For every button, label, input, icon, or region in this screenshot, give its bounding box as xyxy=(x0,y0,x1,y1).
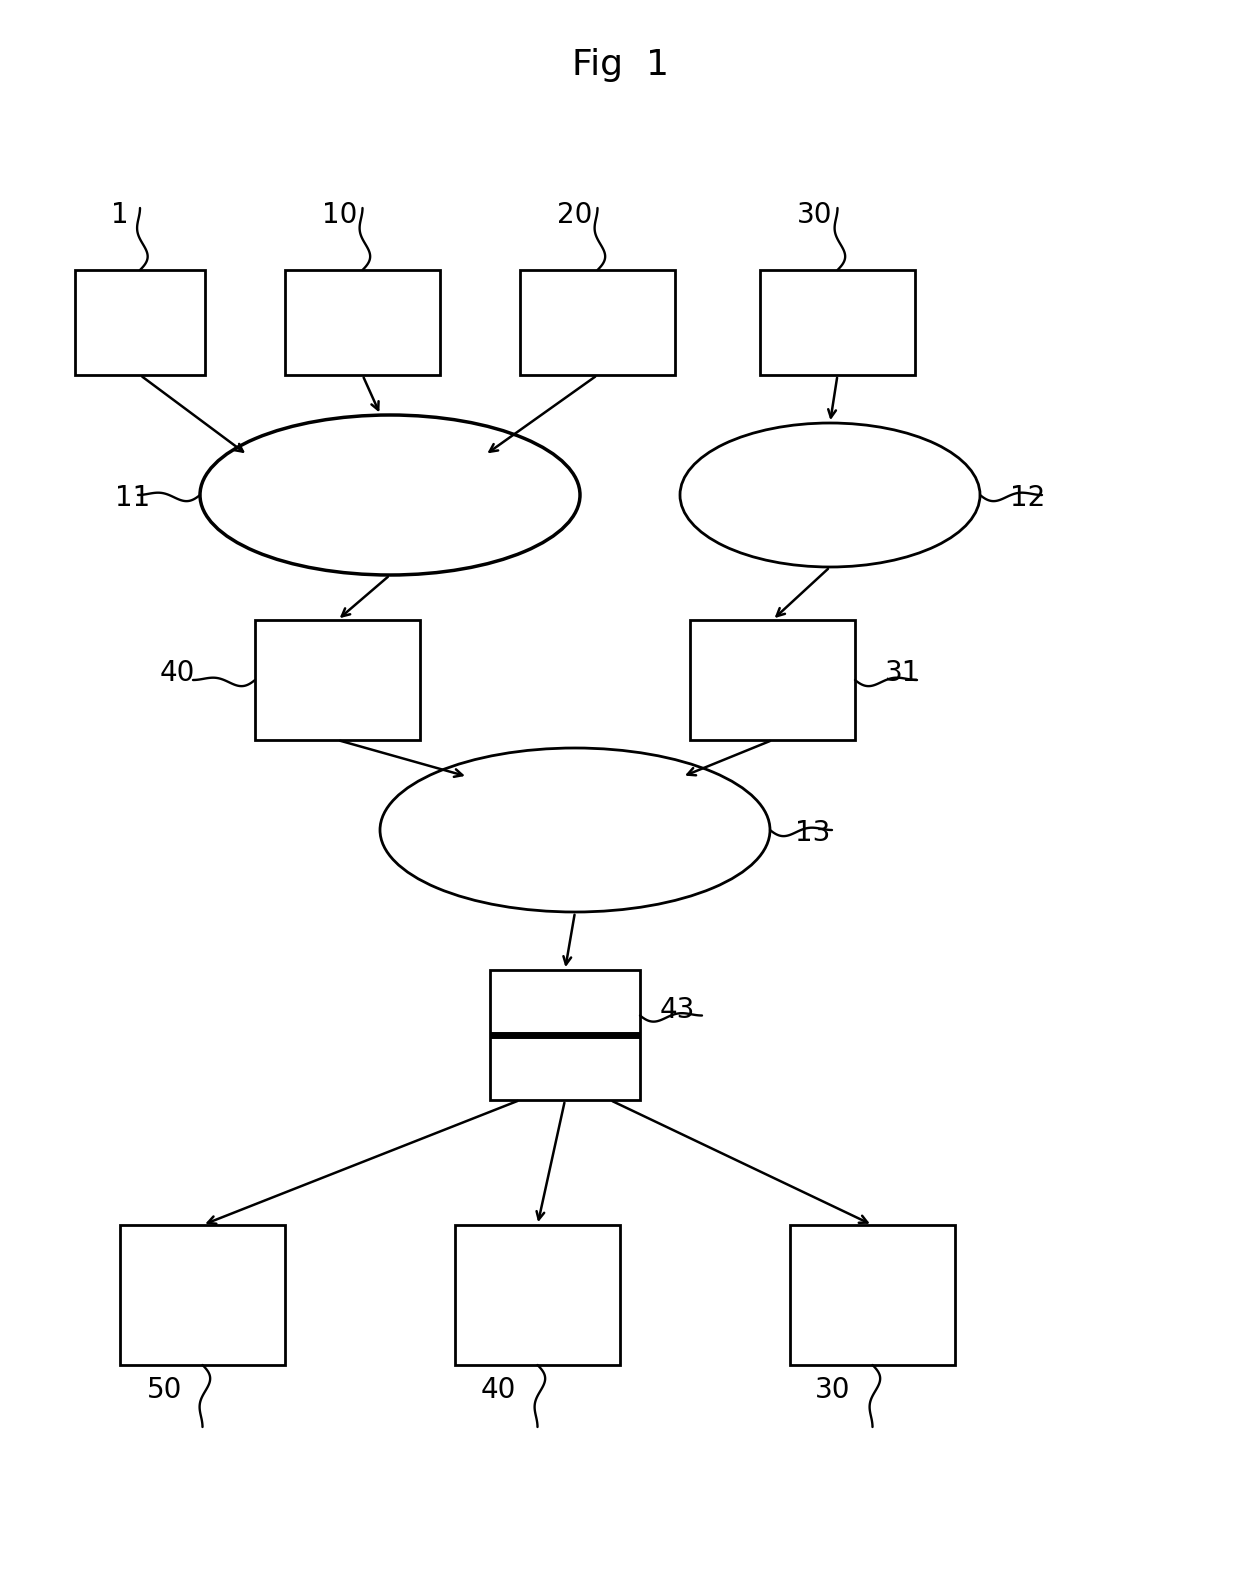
Text: Fig  1: Fig 1 xyxy=(572,48,668,83)
Text: 43: 43 xyxy=(660,996,696,1023)
Text: 10: 10 xyxy=(322,200,357,229)
Text: 13: 13 xyxy=(795,818,831,847)
Text: 1: 1 xyxy=(112,200,129,229)
Bar xyxy=(490,969,640,1100)
Text: 31: 31 xyxy=(885,659,920,686)
Text: 40: 40 xyxy=(160,659,195,686)
Ellipse shape xyxy=(680,423,980,567)
Bar xyxy=(74,270,205,375)
Bar xyxy=(790,1225,955,1365)
Bar xyxy=(689,620,856,740)
Text: 20: 20 xyxy=(557,200,593,229)
Ellipse shape xyxy=(379,748,770,912)
Text: 12: 12 xyxy=(1011,485,1045,512)
Bar xyxy=(455,1225,620,1365)
Text: 50: 50 xyxy=(148,1376,182,1405)
Bar xyxy=(760,270,915,375)
Text: 30: 30 xyxy=(815,1376,851,1405)
Text: 30: 30 xyxy=(797,200,833,229)
Bar xyxy=(255,620,420,740)
Bar xyxy=(520,270,675,375)
Text: 40: 40 xyxy=(480,1376,516,1405)
Ellipse shape xyxy=(200,415,580,575)
Bar xyxy=(120,1225,285,1365)
Bar xyxy=(285,270,440,375)
Text: 11: 11 xyxy=(115,485,150,512)
